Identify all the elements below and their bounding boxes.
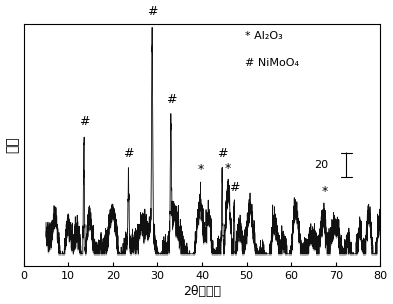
Text: #: # (229, 181, 239, 194)
Text: *: * (225, 162, 231, 174)
Text: #: # (123, 147, 134, 160)
Text: 20: 20 (314, 160, 329, 170)
X-axis label: 2θ（度）: 2θ（度） (183, 285, 221, 299)
Text: *: * (321, 185, 328, 199)
Text: #: # (79, 115, 89, 128)
Text: *: * (198, 163, 204, 176)
Text: #: # (147, 5, 157, 18)
Text: #: # (217, 147, 228, 160)
Text: #: # (165, 93, 176, 106)
Text: * Al₂O₃: * Al₂O₃ (245, 31, 283, 41)
Text: # NiMoO₄: # NiMoO₄ (245, 57, 299, 67)
Y-axis label: 强度: 强度 (6, 136, 20, 153)
